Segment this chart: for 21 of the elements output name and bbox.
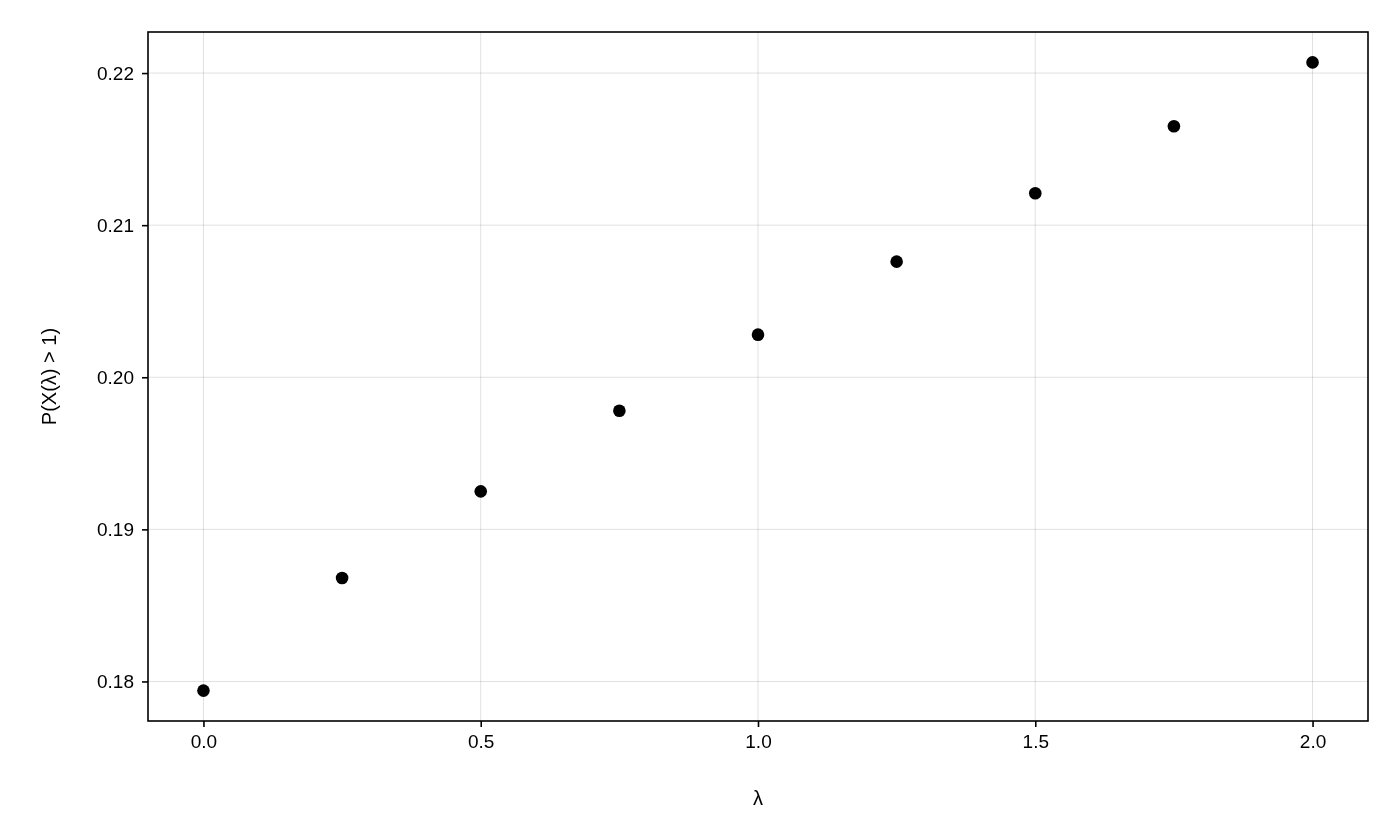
- y-tick-label: 0.18: [97, 671, 134, 693]
- x-tick-label: 0.0: [190, 731, 218, 753]
- y-tick-label: 0.21: [97, 214, 134, 236]
- point: [1028, 186, 1042, 200]
- y-tick-label: 0.20: [97, 366, 134, 388]
- y-tick-label: 0.22: [97, 62, 134, 84]
- point: [474, 485, 488, 498]
- x-tick-label: 1.0: [745, 731, 772, 753]
- y-axis-title: P(X(λ) > 1): [38, 327, 60, 426]
- point: [751, 328, 765, 341]
- x-tick-label: 0.5: [468, 731, 495, 753]
- x-tick-label: 2.0: [1299, 731, 1327, 753]
- point: [197, 684, 210, 697]
- x-tick-label: 1.5: [1022, 731, 1049, 753]
- point: [613, 404, 626, 418]
- point: [1306, 56, 1319, 69]
- y-tick-label: 0.19: [97, 518, 134, 540]
- point: [890, 255, 903, 268]
- point: [335, 571, 349, 585]
- point: [1167, 120, 1181, 133]
- x-axis-title: λ: [753, 787, 763, 809]
